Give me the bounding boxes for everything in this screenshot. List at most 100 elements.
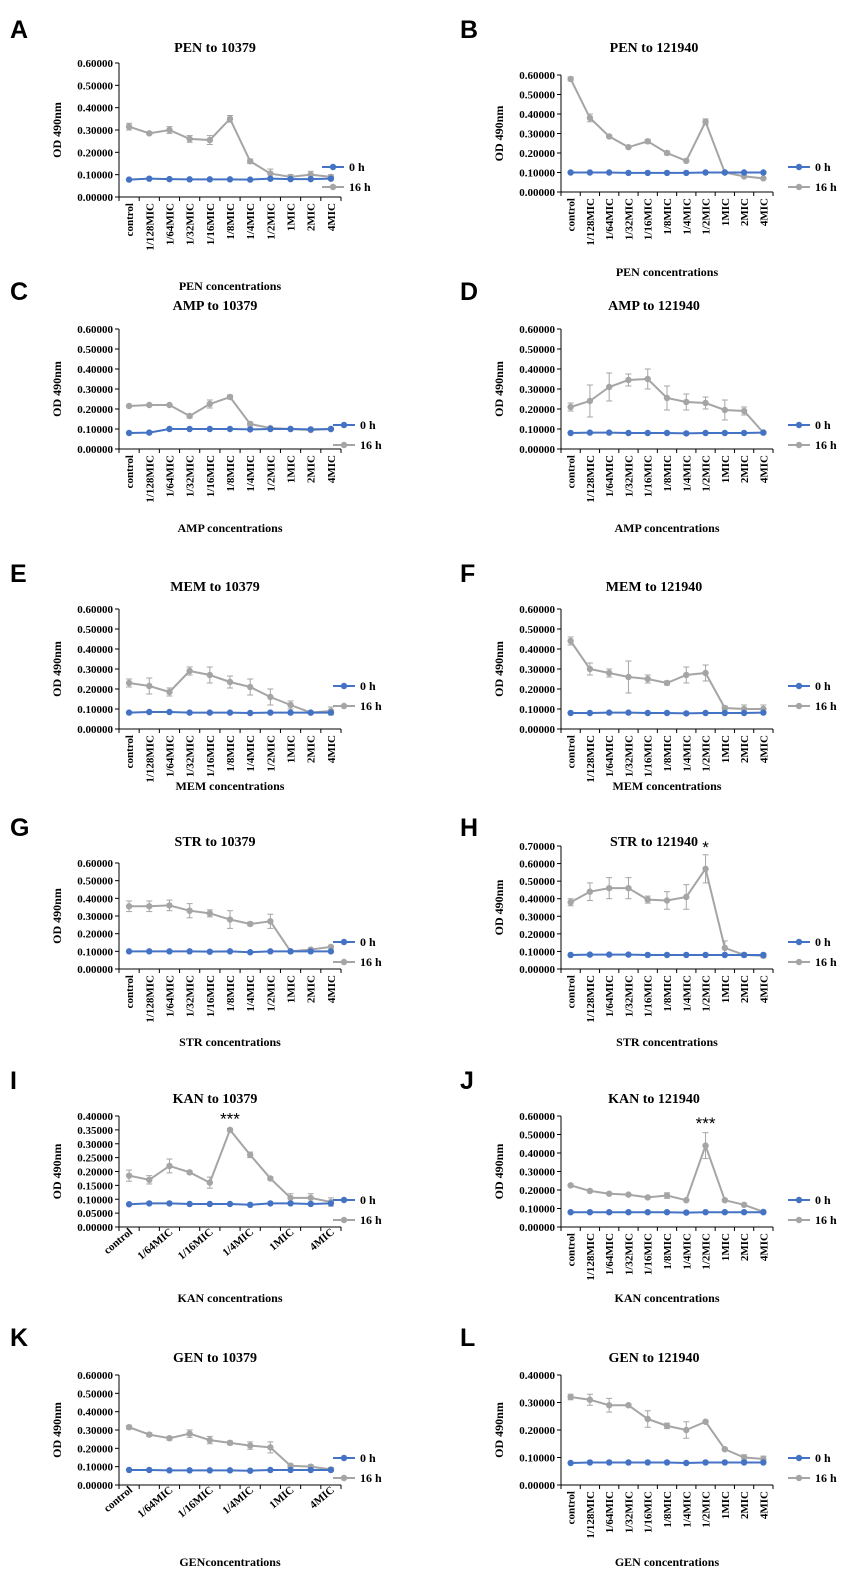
data-point xyxy=(644,169,651,177)
data-point xyxy=(644,1194,651,1201)
data-point xyxy=(567,1393,574,1401)
data-point xyxy=(683,671,690,679)
y-tick-label: 0.10000 xyxy=(519,424,555,436)
data-point xyxy=(702,399,709,407)
data-point xyxy=(663,709,671,717)
legend-swatch-marker xyxy=(340,1454,348,1462)
x-tick-label: control xyxy=(566,735,578,768)
data-point xyxy=(287,425,294,433)
y-tick-label: 0.30000 xyxy=(519,664,555,676)
x-tick-label: 1/4MIC xyxy=(681,1491,693,1528)
x-tick-label: 1/4MIC xyxy=(681,735,693,772)
data-point xyxy=(206,1436,214,1444)
legend-swatch-marker xyxy=(795,441,803,449)
x-tick-label: 1/2MIC xyxy=(701,1491,713,1528)
x-tick-label: 1MIC xyxy=(720,735,732,763)
panel-letter: D xyxy=(460,278,478,306)
y-axis-label: OD 490nm xyxy=(50,641,64,697)
legend-swatch-marker xyxy=(795,1474,803,1482)
legend-label: 16 h xyxy=(815,699,837,713)
y-tick-label: 0.00000 xyxy=(519,187,555,199)
data-point xyxy=(307,426,314,433)
y-tick-label: 0.60000 xyxy=(77,58,113,70)
data-point xyxy=(702,1459,709,1466)
data-point xyxy=(226,393,234,401)
data-point xyxy=(586,397,594,405)
chart-title: AMP to 121940 xyxy=(608,299,700,314)
legend-label: 16 h xyxy=(815,1213,837,1227)
data-point xyxy=(186,1467,193,1474)
chart-title: AMP to 10379 xyxy=(173,299,258,314)
data-point xyxy=(625,376,632,384)
data-point xyxy=(166,688,173,696)
data-point xyxy=(721,429,729,437)
data-point xyxy=(760,1209,767,1216)
x-tick-label: 1/2MIC xyxy=(701,198,713,235)
x-tick-label: 4MIC xyxy=(758,1233,770,1261)
x-tick-label: 1/4MIC xyxy=(220,1484,256,1517)
data-point xyxy=(166,126,173,134)
legend-label: 0 h xyxy=(815,160,831,174)
data-point xyxy=(246,1151,254,1159)
data-point xyxy=(206,1200,214,1208)
x-tick-label: 4MIC xyxy=(758,735,770,763)
y-tick-label: 0.10000 xyxy=(77,424,113,436)
data-point xyxy=(760,169,767,176)
legend-label: 0 h xyxy=(349,160,365,174)
legend-swatch-marker xyxy=(795,1196,803,1204)
data-point xyxy=(605,1209,613,1216)
data-point xyxy=(663,149,671,157)
x-tick-label: 1/16MIC xyxy=(643,975,655,1017)
x-tick-label: 1/64MIC xyxy=(164,203,176,245)
data-point xyxy=(586,429,594,436)
data-point xyxy=(683,893,690,901)
x-tick-label: 1/2MIC xyxy=(701,455,713,492)
x-tick-label: 1/16MIC xyxy=(176,1226,216,1262)
data-point xyxy=(246,683,254,691)
y-axis-label: OD 490nm xyxy=(50,888,64,944)
x-tick-label: 1/8MIC xyxy=(662,455,674,492)
data-point xyxy=(721,169,729,176)
data-point xyxy=(605,951,613,958)
chart-panel-i: I KAN to 10379 0.00000 0.05000 0.10000 0.1500… xyxy=(10,1067,382,1305)
data-point xyxy=(721,944,729,952)
x-tick-label: 1/2MIC xyxy=(265,455,277,492)
data-point xyxy=(246,949,254,956)
legend-swatch-marker xyxy=(340,1474,348,1482)
y-tick-label: 0.00000 xyxy=(519,964,555,976)
data-point xyxy=(186,907,193,914)
data-point xyxy=(721,951,729,959)
y-tick-label: 0.00000 xyxy=(519,724,555,736)
data-point xyxy=(586,169,594,176)
legend-swatch-marker xyxy=(340,441,348,449)
y-axis-label: OD 490nm xyxy=(50,102,64,158)
x-tick-label: 1/16MIC xyxy=(643,198,655,240)
y-tick-label: 0.40000 xyxy=(519,894,555,906)
chart-panel-e: E MEM to 10379 0.00000 0.10000 0.20000 0.3000… xyxy=(10,560,382,793)
data-point xyxy=(567,429,574,437)
chart-panel-h: H STR to 121940 0.00000 0.10000 0.20000 0.300… xyxy=(460,814,837,1049)
data-point xyxy=(267,425,274,433)
series-0h xyxy=(125,708,335,717)
y-tick-label: 0.20000 xyxy=(519,404,555,416)
data-point xyxy=(125,176,133,183)
x-tick-label: 1/128MIC xyxy=(585,975,597,1023)
legend-swatch-marker xyxy=(795,421,803,429)
data-point xyxy=(702,951,709,959)
data-point xyxy=(721,1459,729,1466)
data-point xyxy=(146,708,153,716)
data-point xyxy=(166,948,173,955)
data-point xyxy=(702,118,709,126)
data-point xyxy=(625,169,632,177)
data-point xyxy=(146,429,153,436)
y-tick-label: 0.60000 xyxy=(77,604,113,616)
series-0h xyxy=(567,169,767,177)
data-point xyxy=(287,709,294,716)
y-tick-label: 0.60000 xyxy=(519,324,555,336)
x-tick-label: 1/128MIC xyxy=(585,735,597,783)
series-16h xyxy=(125,666,335,716)
legend-swatch-marker xyxy=(340,1216,348,1224)
data-point xyxy=(226,678,234,686)
x-axis-label: GENconcentrations xyxy=(179,1555,281,1569)
data-point xyxy=(287,175,294,183)
